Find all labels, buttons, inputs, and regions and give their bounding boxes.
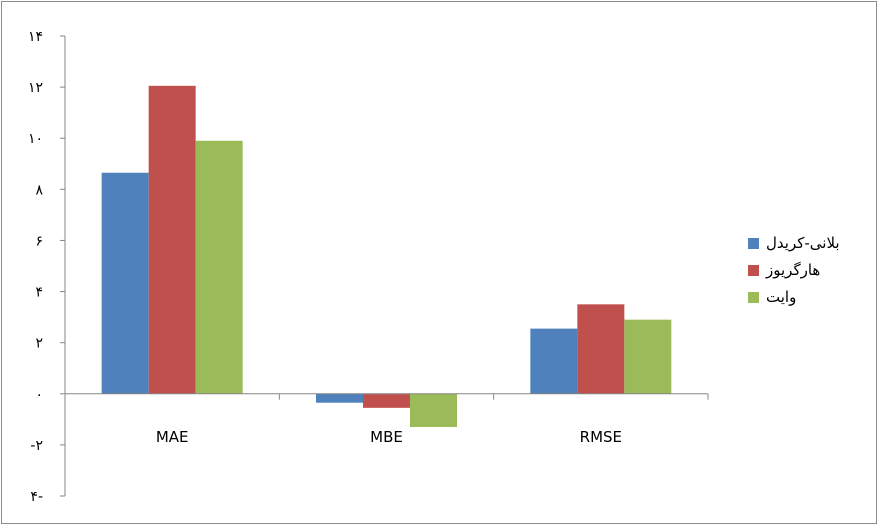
x-category-label: MAE bbox=[156, 428, 189, 446]
legend-swatch bbox=[748, 292, 759, 303]
legend-swatch bbox=[748, 265, 759, 276]
y-tick-label: ۱۲ bbox=[28, 80, 43, 96]
y-tick-label: ۸ bbox=[35, 182, 43, 198]
y-tick-label: ۱۰ bbox=[28, 131, 43, 147]
x-category-label: RMSE bbox=[580, 428, 622, 446]
bar bbox=[530, 328, 578, 394]
bar bbox=[148, 85, 196, 394]
bar bbox=[577, 304, 625, 394]
y-tick-label: ۴- bbox=[30, 489, 43, 505]
bar bbox=[363, 393, 410, 408]
y-tick-label: ۶ bbox=[35, 233, 43, 249]
x-category-label: MBE bbox=[370, 428, 403, 446]
bar bbox=[101, 172, 149, 394]
bar bbox=[195, 140, 243, 394]
y-tick-label: ۱۴ bbox=[28, 29, 43, 45]
y-tick-label: ۰ bbox=[35, 387, 43, 403]
bar bbox=[624, 319, 672, 394]
legend-label: هارگریوز bbox=[765, 261, 820, 279]
bar bbox=[316, 393, 363, 403]
bar bbox=[410, 393, 457, 427]
legend-label: بلانی-کریدل bbox=[766, 234, 840, 252]
legend-label: وایت bbox=[766, 288, 796, 306]
y-tick-label: ۲ bbox=[35, 336, 43, 352]
y-tick-label: -۲ bbox=[30, 438, 43, 454]
legend-swatch bbox=[748, 238, 759, 249]
y-tick-label: ۴ bbox=[35, 285, 43, 301]
